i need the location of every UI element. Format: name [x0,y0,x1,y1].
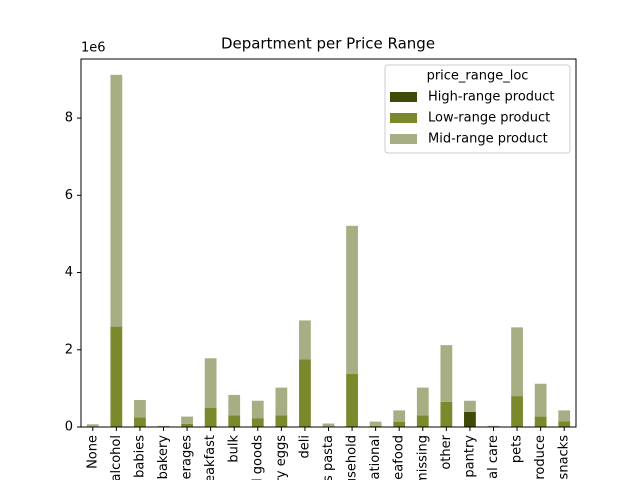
axes-frame [80,58,577,428]
legend-label: Low-range product [428,111,550,126]
bar-segment [299,359,311,427]
legend-label: High-range product [428,90,555,105]
y-tick-label: 2 [65,342,73,357]
legend-swatch [390,113,417,123]
legend-title: price_range_loc [427,69,529,84]
bar-segment [251,418,264,427]
bar-segment [487,425,500,427]
x-tick-label: deli [297,435,312,458]
x-tick-label: dry goods pasta [321,435,336,480]
bar-segment [228,415,241,427]
bar-segment [464,400,476,412]
bar-segment [299,320,311,360]
bar-segment [393,410,406,422]
bar-segment [86,424,99,427]
bar-segment [275,387,288,416]
x-tick-label: other [439,434,454,469]
bar-segment [393,421,406,427]
x-tick-label: snacks [557,435,572,480]
bar-segment [440,401,453,427]
x-tick-label: bakery [156,435,171,480]
bar-segment [204,407,217,427]
bar-segment [346,225,358,374]
legend-label: Mid-range product [428,132,548,147]
x-tick-label: bulk [227,435,242,463]
bar-segment [511,327,523,397]
bar-segment [511,396,523,427]
x-tick-label: international [368,435,383,480]
bar-segment [440,345,453,402]
bar-segment [369,421,382,426]
bar-segment [134,417,146,427]
bar-segment [251,400,264,419]
bar-segment [181,416,193,424]
legend-box [384,64,571,154]
x-tick-label: pets [510,435,525,463]
x-tick-label: produce [533,435,548,480]
bar-segment [558,421,571,427]
x-tick-label: household [345,435,360,480]
legend-swatch [390,134,417,144]
x-tick-label: dairy eggs [274,435,289,480]
bar-segment [275,415,288,427]
bar-segment [534,416,547,427]
bar-segment [369,425,382,427]
bar-segment [134,399,146,418]
bar-segment [322,423,335,427]
x-tick-label: missing [415,435,430,480]
bar-segment [534,383,547,417]
x-tick-label: beverages [180,435,195,480]
bar-segment [558,410,571,422]
x-tick-label: meat seafood [392,435,407,480]
bar-segment [110,326,123,427]
bar-segment [346,373,358,427]
bar-segment [157,425,170,427]
bar-segment [204,358,217,408]
y-tick-label: 4 [65,265,73,280]
bar-segment [228,394,241,416]
legend-swatch [390,92,417,102]
bar-segment [416,387,429,416]
x-tick-label: canned goods [250,435,265,480]
y-tick-label: 6 [65,188,73,203]
y-tick-label: 8 [65,111,73,126]
x-tick-label: personal care [486,435,501,480]
bar-segment [416,415,429,427]
x-tick-label: None [85,435,100,469]
bar-segment [110,74,123,327]
chart-title: Department per Price Range [221,35,435,53]
y-offset-label: 1e6 [81,41,106,56]
x-tick-label: pantry [462,435,477,478]
bar-segment [464,411,476,427]
x-tick-label: alcohol [109,435,124,480]
x-tick-label: breakfast [203,435,218,480]
bar-segment [181,423,193,427]
y-tick-label: 0 [65,420,73,435]
x-tick-label: babies [132,435,147,478]
